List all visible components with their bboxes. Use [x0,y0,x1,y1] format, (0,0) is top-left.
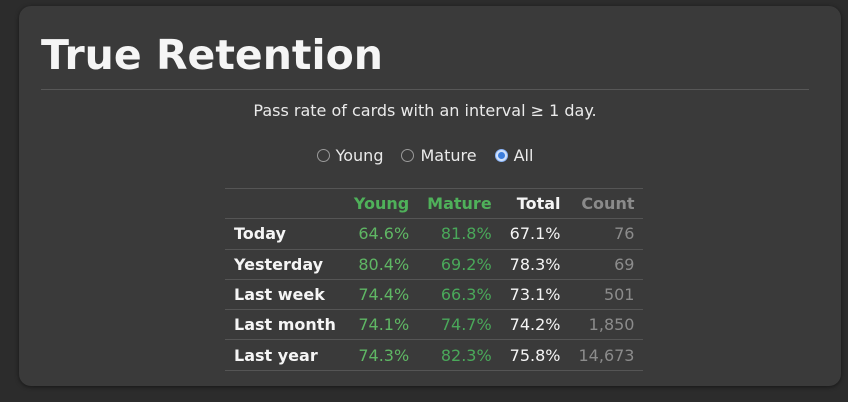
mature-value: 74.7% [418,309,501,340]
young-value: 74.1% [344,309,419,340]
card-type-filter: Young Mature All [19,146,831,165]
title-divider [41,89,809,90]
table-row: Last month 74.1% 74.7% 74.2% 1,850 [225,309,644,340]
row-label: Last month [225,309,345,340]
mature-value: 69.2% [418,248,501,280]
card-subtitle: Pass rate of cards with an interval ≥ 1 … [253,101,597,120]
young-value: 74.3% [344,339,419,371]
radio-all[interactable]: All [494,146,534,165]
header-count: Count [569,187,644,219]
total-value: 73.1% [500,278,570,310]
count-value: 69 [569,248,644,280]
row-label: Last year [225,339,345,371]
card-title: True Retention [41,31,383,79]
total-value: 67.1% [500,218,570,250]
true-retention-card: True Retention Pass rate of cards with a… [19,6,841,386]
count-value: 1,850 [569,309,644,340]
count-value: 76 [569,218,644,250]
table-row: Today 64.6% 81.8% 67.1% 76 [225,218,644,250]
radio-young[interactable]: Young [316,146,384,165]
table-row: Last year 74.3% 82.3% 75.8% 14,673 [225,339,644,371]
total-value: 78.3% [500,248,570,280]
count-value: 14,673 [569,339,644,371]
total-value: 75.8% [500,339,570,371]
total-value: 74.2% [500,309,570,340]
row-label: Last week [225,278,345,310]
row-label: Yesterday [225,248,345,280]
count-value: 501 [569,278,644,310]
young-value: 74.4% [344,278,419,310]
radio-young-label: Young [335,146,384,165]
radio-all-circle-icon[interactable] [494,149,508,162]
radio-mature[interactable]: Mature [401,146,477,165]
table-row: Last week 74.4% 66.3% 73.1% 501 [225,278,644,310]
mature-value: 82.3% [418,339,501,371]
mature-value: 81.8% [418,218,501,250]
radio-mature-label: Mature [420,146,477,165]
header-period [225,187,345,219]
radio-mature-circle-icon[interactable] [401,149,415,162]
young-value: 64.6% [344,218,419,250]
table-row: Yesterday 80.4% 69.2% 78.3% 69 [225,248,644,280]
retention-table: Young Mature Total Count Today 64.6% 81.… [225,187,644,371]
header-mature: Mature [418,187,501,219]
young-value: 80.4% [344,248,419,280]
header-young: Young [344,187,419,219]
table-header-row: Young Mature Total Count [225,187,644,219]
radio-all-label: All [513,146,534,165]
row-label: Today [225,218,345,250]
mature-value: 66.3% [418,278,501,310]
radio-young-circle-icon[interactable] [316,149,330,162]
header-total: Total [500,187,570,219]
